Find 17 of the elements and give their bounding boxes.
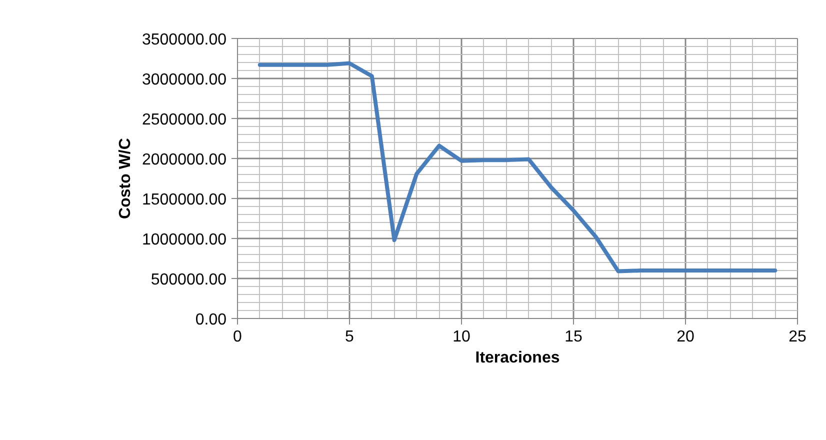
x-tick-label: 20 (676, 328, 694, 346)
y-tick-label: 3500000.00 (142, 32, 227, 48)
y-tick-label: 2000000.00 (142, 152, 227, 168)
y-tick-label: 3000000.00 (142, 72, 227, 88)
y-tick-label: 500000.00 (150, 272, 227, 288)
x-tick-label: 5 (345, 328, 354, 346)
x-tick-label: 0 (233, 328, 242, 346)
y-tick-label: 0.00 (195, 312, 227, 328)
y-tick-label: 2500000.00 (142, 112, 227, 128)
x-tick-label: 10 (452, 328, 470, 346)
y-axis-title: Costo W/C (116, 138, 134, 219)
line-series (258, 61, 778, 274)
x-tick-label: 25 (788, 328, 806, 346)
y-tick-label: 1500000.00 (142, 192, 227, 208)
y-tick-label: 1000000.00 (142, 232, 227, 248)
x-axis-title: Iteraciones (475, 350, 560, 366)
x-tick-label: 15 (564, 328, 582, 346)
